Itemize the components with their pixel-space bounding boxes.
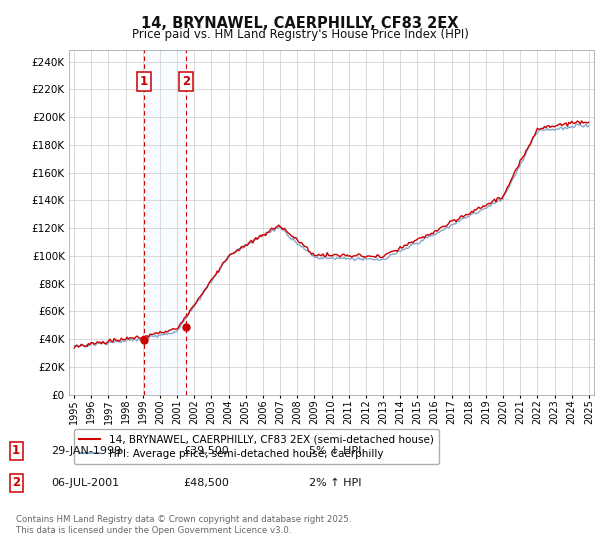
Text: Price paid vs. HM Land Registry's House Price Index (HPI): Price paid vs. HM Land Registry's House … <box>131 28 469 41</box>
Text: £39,500: £39,500 <box>183 446 229 456</box>
Text: 2: 2 <box>12 476 20 489</box>
Text: 29-JAN-1999: 29-JAN-1999 <box>51 446 121 456</box>
Bar <box>144 50 186 395</box>
Text: 14, BRYNAWEL, CAERPHILLY, CF83 2EX: 14, BRYNAWEL, CAERPHILLY, CF83 2EX <box>141 16 459 31</box>
Text: 1: 1 <box>12 444 20 458</box>
Text: 2% ↑ HPI: 2% ↑ HPI <box>309 478 361 488</box>
Text: Contains HM Land Registry data © Crown copyright and database right 2025.
This d: Contains HM Land Registry data © Crown c… <box>16 515 352 535</box>
Text: 2: 2 <box>182 75 190 88</box>
Text: £48,500: £48,500 <box>183 478 229 488</box>
Text: 1: 1 <box>140 75 148 88</box>
Text: 5% ↓ HPI: 5% ↓ HPI <box>309 446 361 456</box>
Legend: 14, BRYNAWEL, CAERPHILLY, CF83 2EX (semi-detached house), HPI: Average price, se: 14, BRYNAWEL, CAERPHILLY, CF83 2EX (semi… <box>74 430 439 464</box>
Text: 06-JUL-2001: 06-JUL-2001 <box>51 478 119 488</box>
